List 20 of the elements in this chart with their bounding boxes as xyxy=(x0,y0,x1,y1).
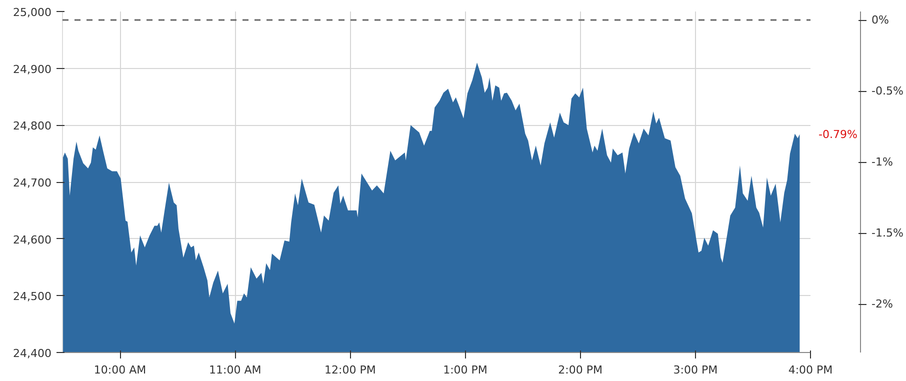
y-tick-label: 24,900 xyxy=(13,62,52,76)
x-tick-label: 10:00 AM xyxy=(94,364,146,376)
x-tick-label: 3:00 PM xyxy=(673,364,718,376)
y2-tick-label: -1% xyxy=(872,156,893,169)
text: -0.79% xyxy=(818,128,858,141)
x-tick-label: 2:00 PM xyxy=(558,364,603,376)
y-tick-label: 24,700 xyxy=(13,176,52,190)
y-tick-label: 25,000 xyxy=(13,6,52,19)
y-tick-label: 24,400 xyxy=(13,347,52,360)
y2-tick-label: -1.5% xyxy=(872,226,904,240)
x-tick-label: 12:00 PM xyxy=(324,364,376,376)
y2-tick-label: -0.5% xyxy=(872,84,904,98)
y-tick-label: 24,800 xyxy=(13,120,52,133)
y2-tick-label: 0% xyxy=(872,14,889,27)
x-tick-label: 1:00 PM xyxy=(443,364,488,376)
x-tick-label: 4:00 PM xyxy=(788,364,833,376)
y-tick-label: 24,600 xyxy=(13,233,52,246)
y2-tick-label: -2% xyxy=(872,298,893,311)
x-tick-label: 11:00 AM xyxy=(209,364,262,376)
y-tick-label: 24,500 xyxy=(13,290,52,304)
